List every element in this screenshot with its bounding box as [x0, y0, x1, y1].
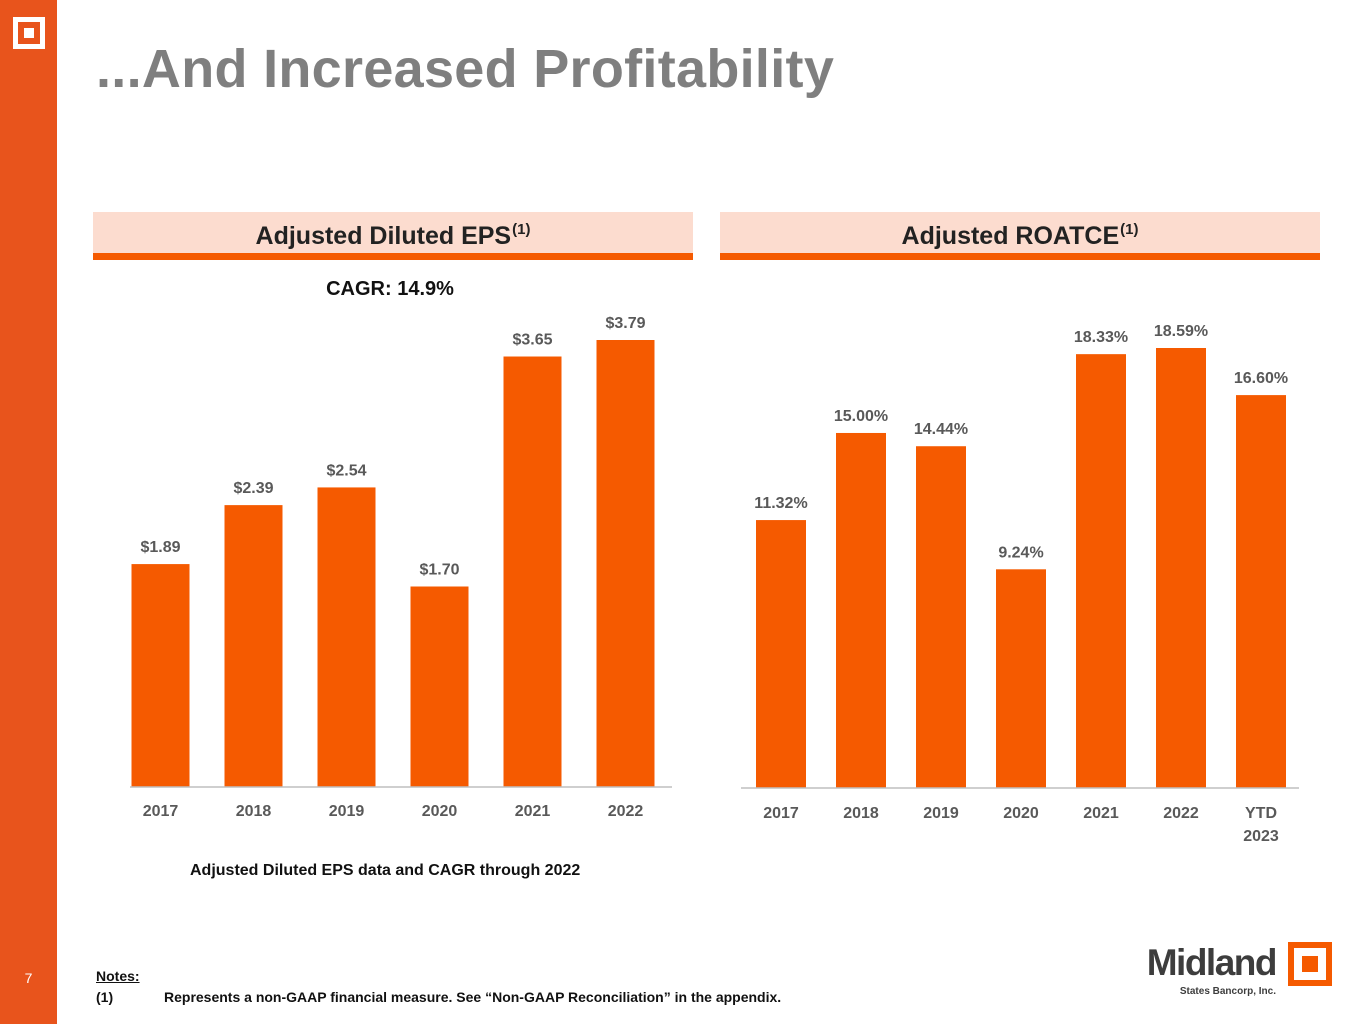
- eps-tick-label: 2021: [515, 803, 551, 820]
- roatce-data-label: 15.00%: [834, 408, 888, 425]
- roatce-panel-header: Adjusted ROATCE(1): [720, 212, 1320, 260]
- roatce-bar-2022: [1156, 348, 1206, 788]
- notes-heading: Notes:: [96, 968, 140, 984]
- roatce-tick-label: 2017: [763, 805, 799, 822]
- eps-data-label: $3.79: [605, 315, 645, 332]
- brand-subtitle: States Bancorp, Inc.: [1179, 986, 1276, 997]
- eps-chart-note: Adjusted Diluted EPS data and CAGR throu…: [190, 862, 581, 879]
- eps-data-label: $2.39: [233, 480, 273, 497]
- roatce-bar-2019: [916, 446, 966, 788]
- cagr-label: CAGR: 14.9%: [326, 278, 454, 300]
- brand-logo: Midland States Bancorp, Inc.: [1134, 942, 1334, 1002]
- eps-tick-label: 2018: [236, 803, 272, 820]
- roatce-data-label: 18.33%: [1074, 329, 1128, 346]
- eps-data-label: $2.54: [326, 462, 366, 479]
- roatce-data-label: 14.44%: [914, 421, 968, 438]
- sidebar: 7: [0, 0, 57, 1024]
- note-item: (1) Represents a non-GAAP financial measu…: [96, 989, 781, 1005]
- eps-panel-header: Adjusted Diluted EPS(1): [93, 212, 693, 260]
- roatce-tick-label: 2022: [1163, 805, 1199, 822]
- eps-bar-2021: [503, 356, 562, 787]
- eps-data-label: $1.70: [419, 561, 459, 578]
- roatce-tick-label: 2020: [1003, 805, 1039, 822]
- roatce-data-label: 16.60%: [1234, 370, 1288, 387]
- eps-panel-title: Adjusted Diluted EPS(1): [255, 221, 531, 250]
- page-title: ...And Increased Profitability: [96, 39, 835, 99]
- roatce-bar-2020: [996, 569, 1046, 788]
- roatce-tick-label: 2023: [1243, 828, 1279, 845]
- roatce-data-label: 11.32%: [754, 495, 807, 512]
- eps-bar-2017: [131, 564, 190, 787]
- eps-bar-2019: [317, 487, 376, 787]
- eps-tick-label: 2022: [608, 803, 644, 820]
- eps-tick-label: 2017: [143, 803, 179, 820]
- eps-bar-2022: [596, 340, 655, 787]
- roatce-tick-label: 2021: [1083, 805, 1119, 822]
- roatce-footnote-ref: (1): [1120, 221, 1139, 238]
- roatce-bar-2021: [1076, 354, 1126, 788]
- eps-data-label: $1.89: [140, 539, 180, 556]
- roatce-tick-label: 2019: [923, 805, 959, 822]
- roatce-tick-label: YTD: [1245, 805, 1277, 822]
- roatce-bar-2017: [756, 520, 806, 788]
- note-number: (1): [96, 989, 114, 1005]
- eps-data-label: $3.65: [512, 332, 552, 349]
- roatce-tick-label: 2018: [843, 805, 879, 822]
- eps-tick-label: 2020: [422, 803, 458, 820]
- square-logo-icon: [13, 17, 45, 49]
- eps-tick-label: 2019: [329, 803, 365, 820]
- roatce-data-label: 9.24%: [998, 544, 1043, 561]
- roatce-bar-2018: [836, 432, 886, 788]
- eps-bar-2020: [410, 586, 469, 787]
- eps-bar-2018: [224, 505, 283, 787]
- roatce-panel-title: Adjusted ROATCE(1): [901, 221, 1139, 250]
- roatce-data-label: 18.59%: [1154, 323, 1208, 340]
- brand-square-icon: [1288, 942, 1332, 986]
- brand-name: Midland: [1146, 942, 1278, 983]
- page-number: 7: [24, 970, 33, 986]
- note-text: Represents a non-GAAP financial measure.…: [164, 989, 782, 1005]
- roatce-bar-ytd-2023: [1236, 395, 1286, 788]
- eps-footnote-ref: (1): [512, 221, 531, 238]
